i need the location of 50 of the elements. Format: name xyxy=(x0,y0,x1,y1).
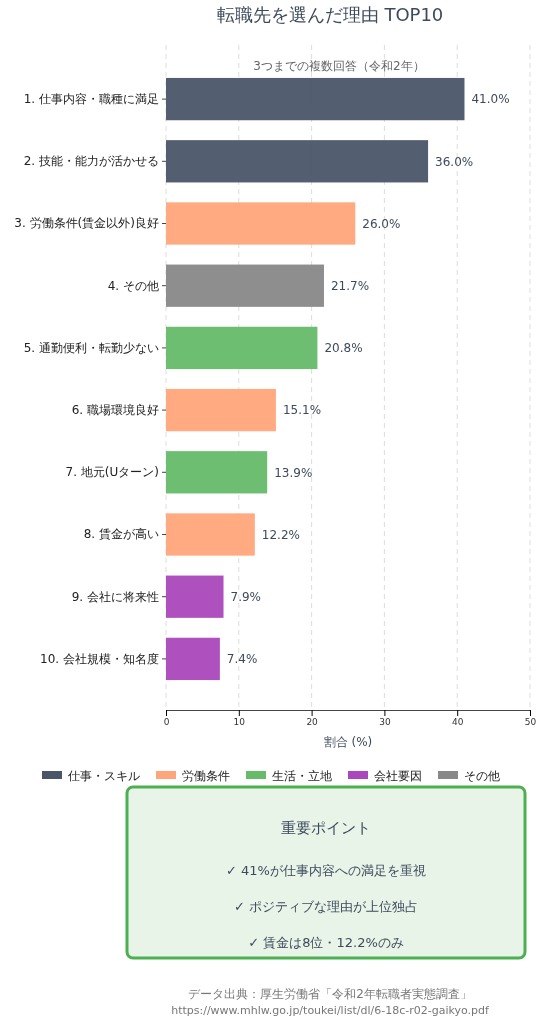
x-tick-label: 10 xyxy=(233,717,246,728)
bar xyxy=(166,326,318,370)
data-label: 12.2% xyxy=(261,527,300,542)
y-tick-label: 6. 職場環境良好 xyxy=(71,402,159,417)
legend-label: 労働条件 xyxy=(182,769,230,784)
y-tick-label: 3. 労働条件(賃金以外)良好 xyxy=(14,216,159,231)
text: ✓ ポジティブな理由が上位独占 xyxy=(233,898,419,914)
y-tick-label: 4. その他 xyxy=(107,278,159,293)
y-tick-label: 5. 通勤便利・転勤少ない xyxy=(23,340,159,355)
x-tick-label: 0 xyxy=(163,717,170,728)
text: ✓ 41%が仕事内容への満足を重視 xyxy=(226,862,426,878)
data-label: 21.7% xyxy=(330,278,370,293)
chart-title: 転職先を選んだ理由 TOP10 xyxy=(216,4,444,25)
text: ✓ 賃金は8位・12.2%のみ xyxy=(248,934,404,950)
x-tick-label: 50 xyxy=(524,717,537,728)
data-label: 41.0% xyxy=(471,92,510,107)
bar xyxy=(166,202,356,245)
data-label: 7.9% xyxy=(230,589,262,604)
text: 3つまでの複数回答（令和2年） xyxy=(253,59,425,73)
bar xyxy=(166,77,465,121)
y-tick-label: 1. 仕事内容・職種に満足 xyxy=(23,91,159,106)
text: 重要ポイント xyxy=(281,819,371,838)
bar xyxy=(166,388,276,432)
data-label: 13.9% xyxy=(274,465,313,480)
legend-label: 生活・立地 xyxy=(272,769,332,784)
y-tick-label: 2. 技能・能力が活かせる xyxy=(23,154,159,169)
bar xyxy=(166,575,224,618)
bar xyxy=(166,513,255,556)
data-label: 20.8% xyxy=(324,341,363,356)
data-label: 15.1% xyxy=(282,403,322,418)
legend-label: 会社要因 xyxy=(374,769,422,784)
y-tick-label: 8. 賃金が高い xyxy=(83,527,159,542)
x-tick-label: 40 xyxy=(451,717,464,728)
legend-label: その他 xyxy=(464,769,500,784)
data-label: 36.0% xyxy=(435,154,474,169)
legend-label: 仕事・スキル xyxy=(67,769,140,784)
y-tick-label: 9. 会社に将来性 xyxy=(71,589,159,604)
bar xyxy=(166,140,429,183)
x-tick-label: 30 xyxy=(379,717,391,728)
text: https://www.mhlw.go.jp/toukei/list/dl/6-18c-r02-gaikyo.pdf xyxy=(171,1003,490,1017)
x-tick-label: 20 xyxy=(306,717,319,728)
bar xyxy=(166,264,324,307)
bar xyxy=(166,451,268,494)
y-tick-label: 7. 地元(Uターン) xyxy=(65,465,159,480)
x-axis-title: 割合 (%) xyxy=(323,735,373,749)
text: データ出典：厚生労働省「令和2年転職者実態調査」 xyxy=(188,987,472,1002)
data-label: 26.0% xyxy=(362,216,401,231)
data-label: 7.4% xyxy=(226,652,258,667)
y-tick-label: 10. 会社規模・知名度 xyxy=(40,651,159,666)
bar xyxy=(166,637,220,681)
